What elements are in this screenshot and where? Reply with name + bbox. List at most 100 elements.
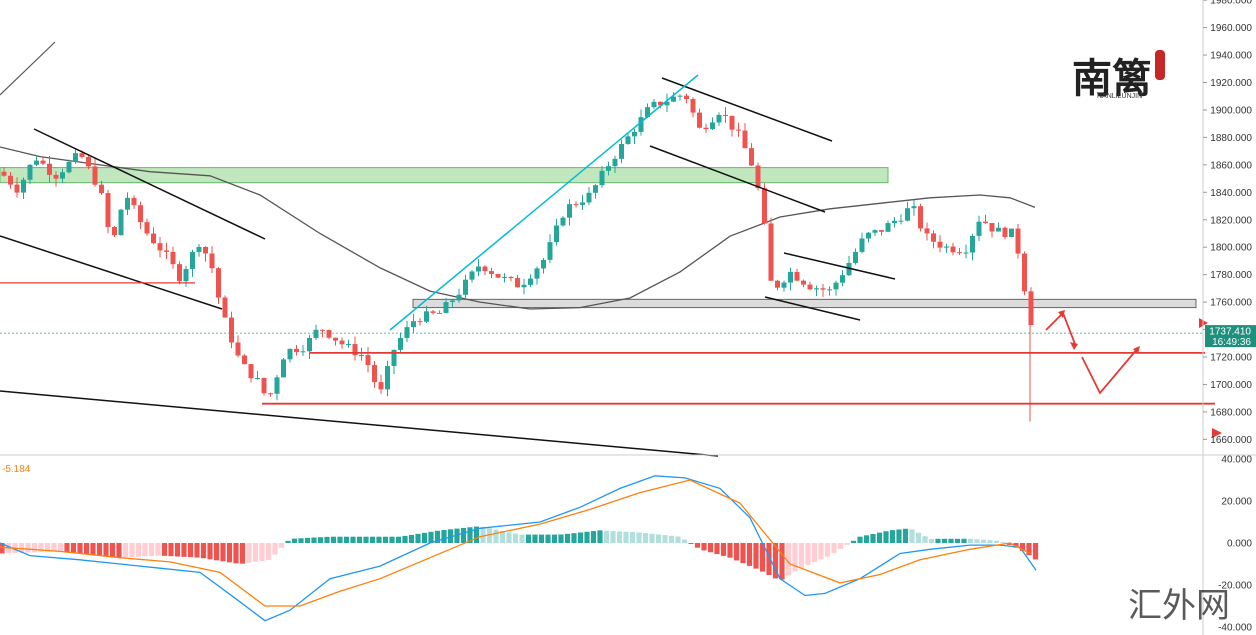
macd-bar-positive: [642, 533, 649, 543]
macd-bar-positive: [376, 536, 382, 543]
macd-bar-positive: [681, 539, 688, 543]
candle-up: [183, 269, 189, 282]
macd-bar-positive: [987, 540, 993, 543]
candle-down: [320, 329, 325, 331]
macd-value-label: -5.184: [2, 464, 31, 475]
macd-bar-negative: [727, 543, 733, 558]
macd-bar-positive: [922, 536, 928, 543]
projection-arrowhead-3: [1133, 346, 1140, 354]
macd-bar-positive: [564, 533, 571, 543]
macd-bar-negative: [798, 543, 805, 568]
macd-bar-negative: [161, 543, 168, 556]
candle-up: [671, 96, 676, 102]
macd-bar-negative: [31, 543, 38, 553]
price-tick-label: 1900.000: [1210, 105, 1252, 116]
macd-bar-positive: [363, 536, 369, 543]
flag-top: [783, 252, 896, 280]
candle-up: [450, 300, 455, 303]
candle-down: [924, 228, 930, 234]
macd-bar-negative: [1013, 543, 1019, 548]
candle-down: [248, 364, 254, 379]
candle-down: [957, 252, 962, 254]
candle-up: [469, 271, 475, 280]
candle-down: [573, 204, 579, 206]
price-tick-label: 1860.000: [1210, 160, 1252, 171]
projection-arrowhead-2: [1070, 342, 1078, 350]
logo-subtext: NANLILUNJIN: [1097, 93, 1142, 100]
candle-up: [118, 209, 124, 236]
candle-down: [99, 184, 104, 194]
macd-bar-positive: [434, 530, 441, 543]
candle-down: [268, 393, 273, 395]
macd-bar-negative: [714, 543, 720, 555]
candle-up: [476, 266, 481, 272]
macd-bar-positive: [337, 536, 343, 543]
candle-up: [190, 251, 195, 270]
macd-bar-negative: [733, 543, 740, 561]
candle-up: [274, 377, 280, 394]
macd-bar-positive: [454, 528, 460, 543]
macd-bar-negative: [226, 543, 233, 563]
macd-bar-positive: [551, 534, 558, 543]
macd-bar-positive: [967, 538, 974, 543]
candle-down: [937, 241, 943, 248]
candle-down: [333, 337, 338, 341]
macd-bar-positive: [961, 538, 967, 543]
macd-bar-negative: [148, 543, 155, 557]
macd-bar-positive: [395, 536, 402, 543]
channel-top: [661, 77, 833, 142]
candle-down: [820, 288, 826, 290]
macd-bar-negative: [837, 543, 844, 549]
macd-bar-positive: [928, 538, 935, 543]
level-1686-arrowhead: [1212, 428, 1222, 438]
candle-up: [996, 227, 1001, 232]
macd-bar-positive: [603, 530, 610, 543]
macd-bar-negative: [96, 543, 103, 556]
macd-bar-negative: [265, 543, 272, 561]
candle-up: [788, 271, 793, 283]
macd-bar-positive: [629, 532, 636, 543]
macd-bar-positive: [597, 530, 603, 543]
macd-tick-label: 20.000: [1221, 497, 1252, 508]
macd-bar-negative: [83, 543, 90, 555]
macd-bar-negative: [122, 543, 129, 558]
candle-up: [60, 172, 65, 179]
candle-down: [365, 355, 371, 366]
price-tick-label: 1800.000: [1210, 243, 1252, 254]
macd-bar-positive: [311, 537, 317, 543]
macd-bar-positive: [480, 526, 486, 543]
macd-bar-negative: [259, 543, 265, 561]
macd-bar-negative: [239, 543, 246, 564]
macd-bar-positive: [590, 531, 597, 543]
macd-bar-negative: [38, 543, 44, 553]
candle-down: [209, 253, 215, 269]
macd-bar-positive: [980, 539, 987, 543]
macd-bar-positive: [317, 537, 324, 543]
candle-up: [625, 136, 631, 144]
candle-down: [690, 99, 696, 113]
candle-up: [287, 348, 293, 360]
last-price-tag-bg: [1205, 325, 1256, 348]
price-tick-label: 1820.000: [1210, 215, 1252, 226]
price-tick-label: 1960.000: [1210, 23, 1252, 34]
candle-up: [827, 289, 832, 291]
macd-bar-negative: [688, 543, 694, 544]
candle-up: [866, 232, 871, 239]
macd-bar-positive: [902, 528, 909, 543]
macd-bar-positive: [525, 534, 532, 543]
candle-up: [456, 294, 462, 301]
macd-bar-positive: [285, 540, 291, 543]
macd-bar-negative: [57, 543, 64, 552]
candle-up: [346, 344, 351, 346]
candle-up: [34, 160, 39, 165]
candle-up: [404, 327, 410, 338]
candle-down: [762, 188, 767, 224]
candle-up: [541, 259, 546, 269]
candle-up: [853, 251, 858, 263]
candle-up: [872, 230, 878, 233]
macd-bar-negative: [740, 543, 746, 564]
macd-bar-negative: [220, 543, 226, 562]
macd-bar-negative: [181, 543, 187, 557]
macd-bar-positive: [408, 534, 415, 543]
macd-bar-positive: [415, 533, 421, 543]
